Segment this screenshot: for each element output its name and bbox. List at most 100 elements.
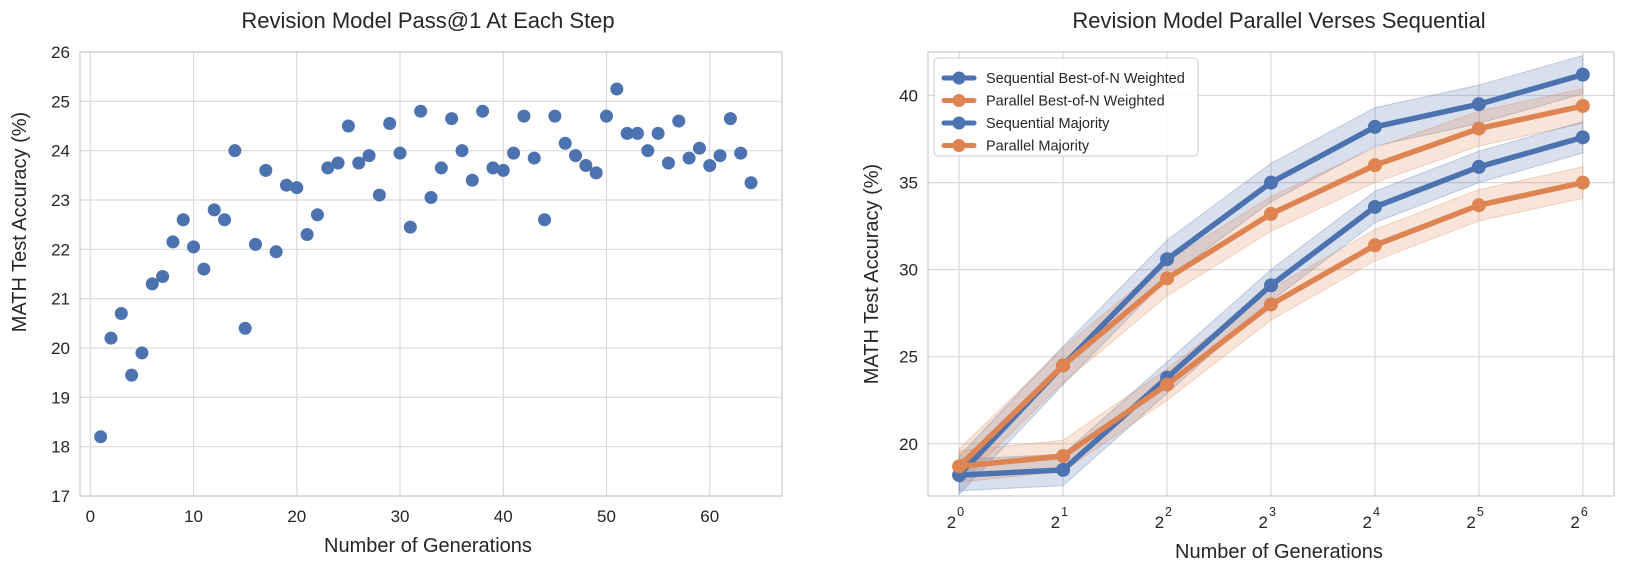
scatter-point [569, 149, 583, 163]
x-tick-exponent: 0 [957, 505, 964, 519]
scatter-point [548, 109, 562, 123]
right-chart-lines [952, 67, 1590, 483]
x-tick-exponent: 3 [1269, 505, 1276, 519]
scatter-point [682, 151, 696, 165]
scatter-point [269, 245, 283, 259]
scatter-point [176, 213, 190, 227]
legend-swatch-marker [952, 139, 966, 152]
left-chart-xlabel: Number of Generations [324, 535, 532, 557]
scatter-point [517, 109, 531, 123]
scatter-point [734, 146, 748, 160]
scatter-point [259, 163, 273, 177]
scatter-point [279, 178, 293, 192]
series-3-point [1575, 175, 1590, 190]
scatter-point [414, 104, 428, 118]
left-chart-ylabel: MATH Test Accuracy (%) [9, 112, 31, 332]
scatter-point [372, 188, 386, 202]
legend-item: Sequential Best-of-N Weighted [941, 71, 1185, 87]
right-x-tick-label: 25 [1466, 505, 1483, 532]
left-x-tick-label: 50 [597, 507, 616, 526]
scatter-point [476, 104, 490, 118]
right-x-tick-label: 24 [1362, 505, 1379, 532]
scatter-point [630, 126, 644, 140]
left-y-tick-label: 20 [51, 339, 70, 358]
left-x-tick-label: 10 [184, 507, 203, 526]
series-1-point [1160, 271, 1175, 286]
scatter-point [393, 146, 407, 160]
scatter-point [238, 321, 252, 335]
left-y-tick-label: 17 [51, 487, 70, 506]
scatter-point [558, 136, 572, 150]
scatter-point [352, 156, 366, 170]
scatter-point [321, 161, 335, 175]
scatter-point [104, 331, 118, 345]
series-0-point [1264, 175, 1278, 190]
series-1-confidence-band [958, 87, 1584, 485]
series-0-confidence-band [958, 54, 1584, 496]
scatter-point [434, 161, 448, 175]
scatter-point [114, 306, 128, 320]
left-y-tick-label: 21 [51, 290, 70, 309]
scatter-point [496, 163, 510, 177]
x-tick-base: 2 [1466, 513, 1475, 532]
left-x-tick-label: 30 [391, 507, 410, 526]
series-2-point [1471, 159, 1486, 174]
left-y-tick-label: 26 [51, 43, 70, 62]
legend-box [933, 57, 1199, 157]
left-x-tick-label: 60 [700, 507, 719, 526]
legend-label: Parallel Majority [986, 139, 1090, 155]
scatter-point [661, 156, 675, 170]
right-y-tick-label: 20 [899, 435, 918, 454]
scatter-point [218, 213, 232, 227]
series-0-point [1575, 67, 1590, 82]
series-1-point [1367, 158, 1382, 173]
pass-at-1-scatter-chart: Revision Model Pass@1 At Each Step Numbe… [9, 8, 783, 557]
x-tick-base: 2 [1259, 513, 1268, 532]
left-y-tick-label: 22 [51, 240, 70, 259]
scatter-point [249, 237, 262, 251]
left-chart-frame [79, 51, 783, 497]
x-tick-exponent: 5 [1477, 505, 1484, 519]
x-tick-base: 2 [1051, 513, 1060, 532]
scatter-point [465, 173, 479, 187]
x-tick-exponent: 6 [1581, 505, 1588, 519]
scatter-point [145, 277, 159, 291]
x-tick-exponent: 2 [1165, 505, 1172, 519]
scatter-point [125, 368, 139, 382]
parallel-vs-sequential-line-chart: Revision Model Parallel Verses Sequentia… [861, 8, 1615, 563]
series-3-point [1056, 448, 1071, 463]
scatter-point [300, 228, 314, 242]
left-y-tick-label: 25 [51, 92, 70, 111]
legend-swatch-marker [952, 71, 966, 85]
scatter-point [703, 158, 717, 172]
scatter-point [341, 119, 355, 133]
scatter-point [403, 220, 417, 234]
scatter-point [692, 141, 706, 155]
series-3-point [1367, 238, 1382, 253]
left-y-tick-label: 19 [51, 388, 70, 407]
scatter-point [166, 235, 180, 249]
right-chart-frame [927, 51, 1615, 497]
right-chart-legend: Sequential Best-of-N Weighted Parallel Be… [933, 57, 1199, 157]
scatter-point [228, 144, 242, 158]
right-y-tick-label: 30 [899, 261, 918, 280]
legend-swatch-marker [952, 94, 966, 107]
left-x-tick-label: 0 [86, 507, 95, 526]
series-2-point [1056, 462, 1071, 477]
scatter-point [187, 240, 201, 254]
series-2-point [1264, 278, 1278, 293]
series-3-point [952, 459, 967, 474]
scatter-point [424, 191, 438, 205]
scatter-point [383, 117, 397, 131]
scatter-point [589, 166, 603, 180]
scatter-point [362, 149, 376, 163]
scatter-point [527, 151, 541, 165]
left-y-tick-label: 23 [51, 191, 70, 210]
right-x-tick-label: 23 [1259, 505, 1276, 532]
left-x-tick-label: 20 [287, 507, 306, 526]
scatter-point [579, 158, 593, 172]
scatter-point [641, 144, 655, 158]
scatter-point [507, 146, 521, 160]
series-0-point [1471, 97, 1486, 112]
series-2-confidence-band [958, 120, 1584, 492]
